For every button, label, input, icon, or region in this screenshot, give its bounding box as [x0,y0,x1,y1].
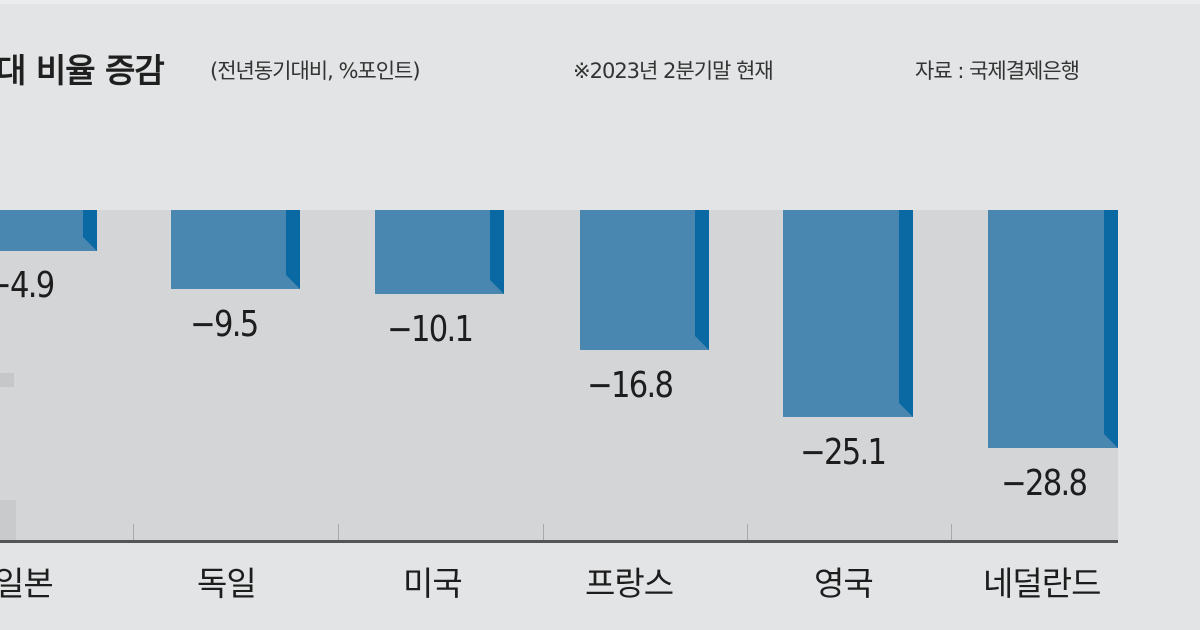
axis-tick [543,524,544,540]
bar-germany [171,210,300,289]
category-label-uk: 영국 [814,564,874,603]
chart-note: ※2023년 2분기말 현재 [573,59,774,83]
background-artifact [0,500,16,540]
chart-subtitle: (전년동기대비, %포인트) [210,59,421,83]
chart-source: 자료 : 국제결제은행 [915,59,1080,83]
bar-side [899,210,913,417]
background-artifact [0,373,14,387]
value-label-usa: −10.1 [387,309,474,350]
category-label-netherlands: 네덜란드 [983,564,1101,603]
axis-tick [747,524,748,540]
category-label-japan: 일본 [0,564,54,603]
axis-tick [338,524,339,540]
bar-uk [783,210,913,417]
top-border [0,0,1200,4]
bar-side [1104,210,1118,448]
value-label-france: −16.8 [587,365,674,406]
bar-japan [0,210,97,251]
category-label-usa: 미국 [403,564,463,603]
value-label-japan: −4.9 [0,265,55,306]
bar-side [490,210,504,294]
bar-france [580,210,709,350]
category-label-germany: 독일 [197,564,257,603]
x-axis-baseline [0,540,1118,543]
plot-area [0,210,1118,540]
value-label-germany: −9.5 [190,304,259,345]
bar-usa [375,210,504,294]
value-label-netherlands: −28.8 [1001,463,1088,504]
axis-tick [133,524,134,540]
value-label-uk: −25.1 [800,432,887,473]
bar-side [695,210,709,350]
category-label-france: 프랑스 [585,564,674,603]
bar-side [286,210,300,289]
axis-tick [951,524,952,540]
bar-netherlands [988,210,1118,448]
chart-title: 대 비율 증감 [0,51,165,90]
bar-side [83,210,97,251]
